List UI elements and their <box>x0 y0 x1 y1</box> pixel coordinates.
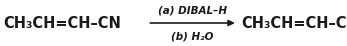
Text: (b) H₂O: (b) H₂O <box>171 32 214 42</box>
Text: CH₃CH=CH–CN: CH₃CH=CH–CN <box>3 16 121 30</box>
Text: (a) DIBAL–H: (a) DIBAL–H <box>158 5 227 15</box>
Text: CH₃CH=CH–CHO: CH₃CH=CH–CHO <box>241 16 347 30</box>
